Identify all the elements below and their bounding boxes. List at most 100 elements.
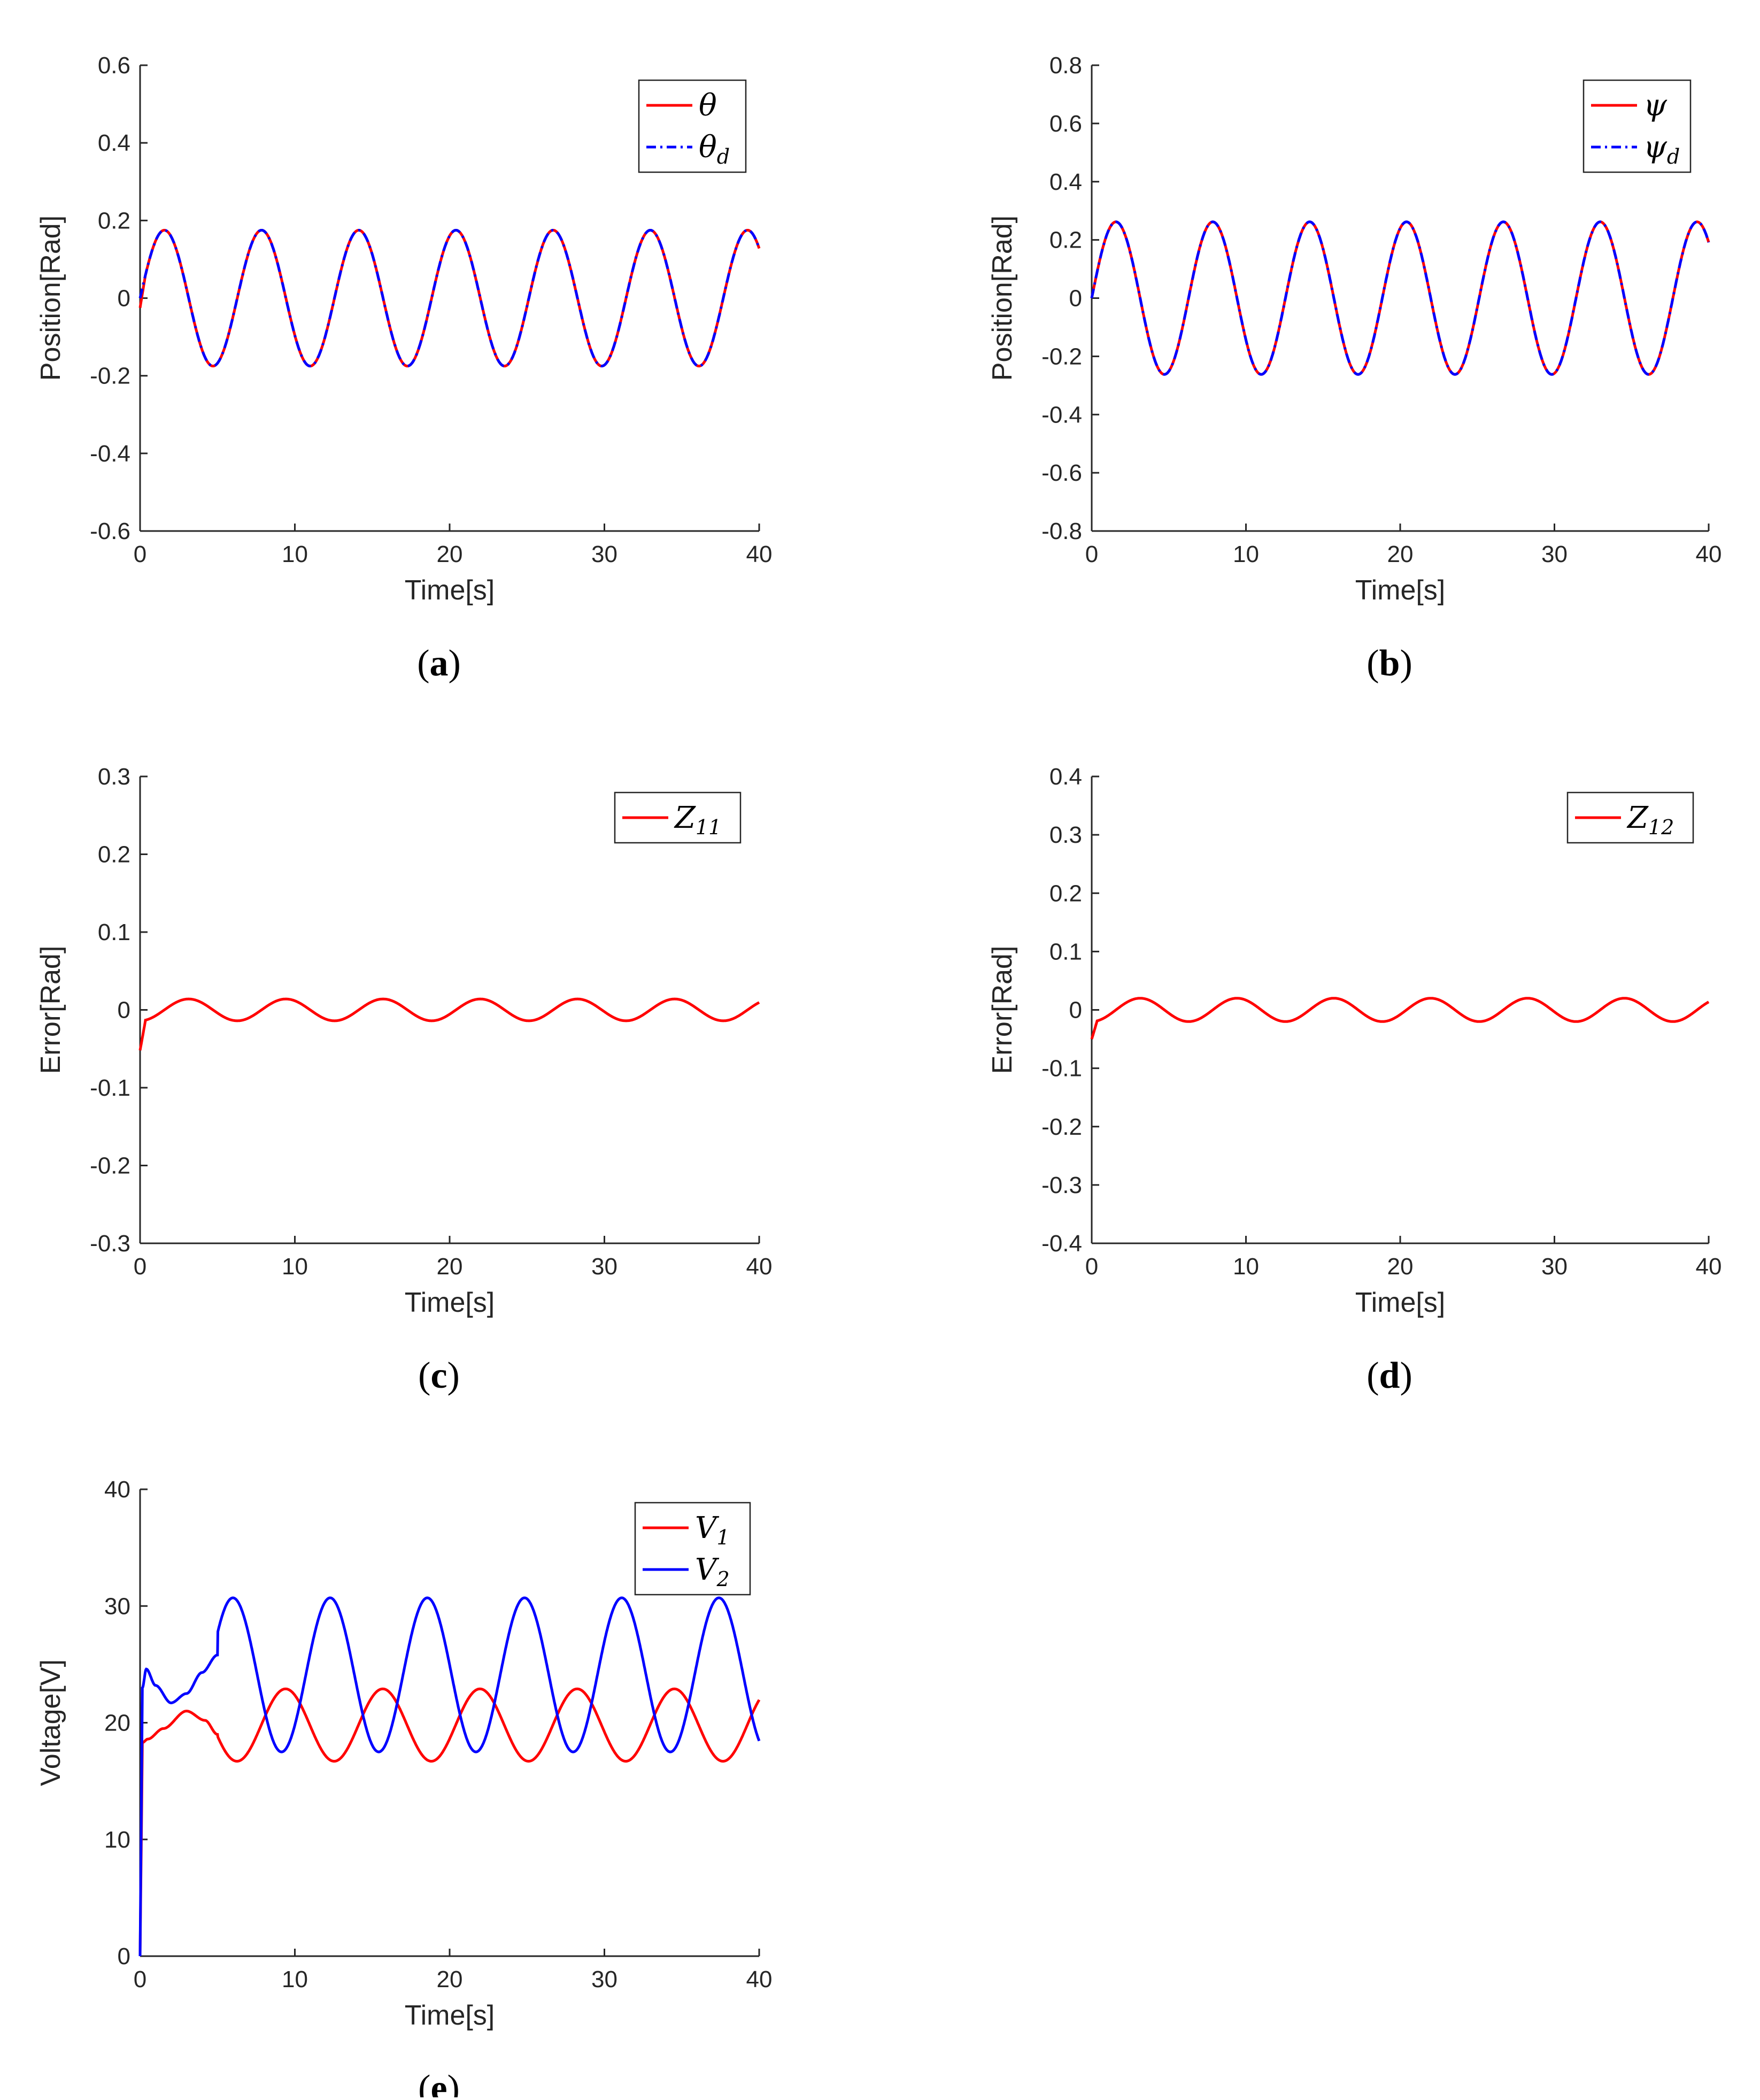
x-tick-label: 20	[1387, 541, 1414, 567]
x-tick-label: 10	[282, 1253, 308, 1280]
y-tick-label: -0.3	[90, 1230, 130, 1257]
x-axis-label: Time[s]	[405, 1287, 495, 1318]
chart-e: 0 10 20 30 40 0 10 20 30 40 Time[s] Voltage[V] (e) V1…	[35, 1476, 773, 2100]
y-tick-label: 0.4	[1049, 169, 1082, 195]
y-tick-label: 0.1	[1049, 939, 1082, 965]
y-tick-label: 0	[118, 997, 130, 1024]
x-tick-label: 20	[437, 1966, 463, 1993]
y-axis-label: Error[Rad]	[35, 946, 66, 1074]
y-tick-label: -0.2	[90, 363, 130, 389]
x-axis-label: Time[s]	[1355, 1287, 1446, 1318]
series-line-Z12	[1090, 997, 1710, 1040]
y-tick-label: 0.4	[98, 130, 130, 156]
legend-box	[638, 79, 747, 173]
series-line-θd	[138, 229, 761, 367]
legend-entry: Z12	[1626, 801, 1674, 839]
x-tick-label: 30	[591, 541, 617, 567]
y-tick-label: 0.1	[98, 919, 130, 945]
series-line-V2	[138, 1596, 761, 1957]
chart-a: 0 10 20 30 40 -0.6 -0.4 -0.2 0 0.2 0.4 0.6 Time[s] Po…	[35, 52, 772, 684]
y-tick-label: -0.4	[1041, 1230, 1082, 1257]
y-tick-label: 0.2	[1049, 227, 1082, 253]
x-axis-label: Time[s]	[405, 2000, 495, 2031]
x-tick-label: 20	[1387, 1253, 1414, 1280]
x-tick-label: 40	[1696, 541, 1722, 567]
x-tick-label: 40	[746, 1253, 773, 1280]
x-tick-label: 10	[282, 541, 308, 567]
series-line-V1	[138, 1687, 761, 1957]
y-tick-label: 0.2	[98, 842, 130, 868]
y-tick-label: 0.4	[1049, 764, 1082, 790]
legend-entry: ψ	[1643, 88, 1668, 123]
y-tick-label: 0	[1069, 997, 1082, 1024]
legend-entry: Z11	[674, 801, 721, 839]
series-line-ψ	[1090, 220, 1710, 376]
series-line-θ	[138, 229, 761, 367]
y-tick-label: 30	[104, 1593, 130, 1619]
chart-d: 0 10 20 30 40 -0.4 -0.3 -0.2 -0.1 0 0.1 0.2 0.3 0.4 Ti…	[987, 764, 1722, 1396]
chart-c: 0 10 20 30 40 -0.3 -0.2 -0.1 0 0.1 0.2 0.3 Time[s] Er…	[35, 764, 772, 1396]
legend-entry: V2	[695, 1552, 730, 1591]
y-tick-label: 0	[118, 286, 130, 312]
y-tick-label: -0.6	[1041, 460, 1082, 486]
y-tick-label: -0.3	[1041, 1172, 1082, 1198]
x-tick-label: 10	[282, 1966, 308, 1993]
x-tick-label: 0	[134, 541, 146, 567]
legend-entry: V1	[695, 1511, 730, 1549]
legend-box	[634, 1502, 751, 1596]
x-tick-label: 40	[746, 1966, 773, 1993]
panel-caption: (b)	[1367, 643, 1412, 684]
x-tick-label: 0	[1085, 1253, 1098, 1280]
x-tick-label: 30	[1541, 1253, 1568, 1280]
x-tick-label: 20	[437, 541, 463, 567]
y-axis-label: Position[Rad]	[987, 216, 1018, 381]
y-axis-label: Position[Rad]	[35, 216, 66, 381]
y-tick-label: -0.2	[1041, 343, 1082, 370]
x-axis-label: Time[s]	[405, 575, 495, 606]
y-tick-label: -0.8	[1041, 518, 1082, 544]
panel-caption: (d)	[1367, 1355, 1412, 1396]
x-tick-label: 10	[1233, 541, 1259, 567]
y-tick-label: 0.2	[98, 207, 130, 234]
x-axis-label: Time[s]	[1355, 575, 1446, 606]
y-tick-label: 10	[104, 1827, 130, 1853]
y-tick-label: -0.2	[90, 1153, 130, 1179]
x-tick-label: 0	[134, 1966, 146, 1993]
panel-caption: (a)	[417, 643, 461, 684]
x-tick-label: 20	[437, 1253, 463, 1280]
x-tick-label: 30	[591, 1253, 617, 1280]
panel-caption: (c)	[418, 1355, 460, 1396]
y-tick-label: 0.3	[98, 764, 130, 790]
x-tick-label: 10	[1233, 1253, 1259, 1280]
y-tick-label: 0.2	[1049, 880, 1082, 906]
series-line-Z11	[138, 997, 760, 1051]
x-tick-label: 40	[746, 541, 773, 567]
y-tick-label: 0.8	[1049, 52, 1082, 79]
x-tick-label: 30	[591, 1966, 617, 1993]
y-tick-label: 20	[104, 1710, 130, 1736]
y-tick-label: -0.1	[90, 1075, 130, 1101]
y-tick-label: -0.4	[1041, 402, 1082, 428]
y-tick-label: 0	[118, 1943, 130, 1970]
legend-box	[1583, 79, 1692, 173]
y-tick-label: -0.2	[1041, 1114, 1082, 1140]
legend-entry: ψd	[1643, 130, 1680, 168]
legend-entry: θd	[699, 130, 730, 168]
y-tick-label: 0	[1069, 286, 1082, 312]
y-axis-label: Voltage[V]	[35, 1659, 66, 1786]
y-tick-label: 0.6	[98, 52, 130, 79]
chart-b: 0 10 20 30 40 -0.8 -0.6 -0.4 -0.2 0 0.2 0.4 0.6 0.8 Ti…	[987, 52, 1722, 684]
legend-entry: θ	[699, 88, 717, 123]
x-tick-label: 40	[1696, 1253, 1722, 1280]
x-tick-label: 30	[1541, 541, 1568, 567]
y-tick-label: 40	[104, 1476, 130, 1503]
y-tick-label: -0.6	[90, 518, 130, 544]
y-tick-label: 0.3	[1049, 822, 1082, 848]
y-axis-label: Error[Rad]	[987, 946, 1018, 1074]
x-tick-label: 0	[1085, 541, 1098, 567]
y-tick-label: 0.6	[1049, 111, 1082, 137]
y-tick-label: -0.1	[1041, 1056, 1082, 1082]
panel-caption: (e)	[418, 2068, 460, 2097]
series-line-ψd	[1090, 220, 1710, 376]
